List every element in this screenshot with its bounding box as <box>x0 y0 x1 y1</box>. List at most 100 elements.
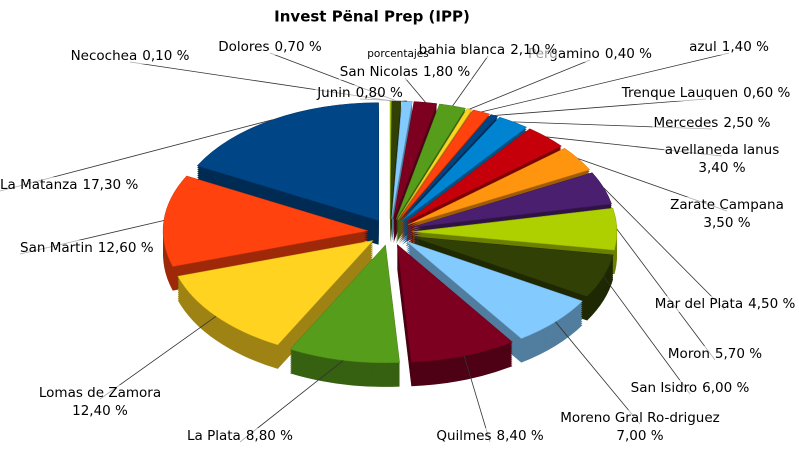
data-label: Trenque Lauquen 0,60 % <box>621 85 791 101</box>
label-name: Quilmes <box>436 428 491 444</box>
slice <box>410 172 612 228</box>
chart-title: Invest Pënal Prep (IPP) <box>274 8 470 26</box>
label-bg <box>653 296 797 312</box>
label-value: 3,40 % <box>698 160 745 176</box>
data-label: bahia blanca 2,10 % <box>419 42 558 58</box>
label-value: 0,10 % <box>142 48 189 64</box>
slice <box>397 108 473 220</box>
leader-line <box>481 52 730 113</box>
leader-line <box>616 228 716 361</box>
label-name: azul <box>689 39 717 55</box>
label-name: Lomas de Zamora <box>39 385 161 401</box>
leader-line <box>469 59 591 110</box>
label-value: 3,50 % <box>703 215 750 231</box>
label-bg <box>619 85 792 101</box>
data-label: La Plata 8,80 % <box>187 428 293 444</box>
label-bg <box>315 85 404 101</box>
label-bg <box>185 428 295 444</box>
label-name: San Nicolas <box>340 64 418 80</box>
data-label: Zarate Campana 3,50 % <box>670 197 784 231</box>
label-name: Moreno Gral Ro-driguez <box>560 410 719 426</box>
slice <box>405 240 583 339</box>
slice <box>410 236 614 297</box>
slice <box>393 101 438 220</box>
label-value: 1,40 % <box>722 39 769 55</box>
label-name: La Plata <box>187 428 241 444</box>
label-bg <box>666 346 764 362</box>
slice-side <box>391 102 413 221</box>
label-bg <box>338 64 472 80</box>
label-value: 17,30 % <box>83 177 139 193</box>
label-value: 2,50 % <box>723 115 770 131</box>
data-label: San Martin 12,60 % <box>20 240 154 256</box>
data-label: Moron 5,70 % <box>668 346 762 362</box>
label-value: 0,70 % <box>275 39 322 55</box>
label-name: Mar del Plata <box>655 296 743 312</box>
label-name: avellaneda lanus <box>665 142 780 158</box>
leader-line <box>603 276 691 395</box>
label-value: 0,60 % <box>743 85 790 101</box>
leader-line <box>463 355 491 443</box>
label-bg <box>69 48 191 64</box>
leader-line <box>452 55 489 107</box>
label-name: Moron <box>668 346 710 362</box>
series-name: porcentajes <box>367 48 428 60</box>
label-name: Mercedes <box>653 115 718 131</box>
slice <box>401 116 528 222</box>
data-label: Dolores 0,70 % <box>218 39 322 55</box>
leader-line <box>555 321 641 425</box>
label-value: 0,80 % <box>356 85 403 101</box>
label-value: 8,40 % <box>497 428 544 444</box>
label-name: Dolores <box>218 39 269 55</box>
data-label: Mercedes 2,50 % <box>653 115 770 131</box>
slice <box>405 128 562 223</box>
label-value: 8,80 % <box>246 428 293 444</box>
label-name: La Matanza <box>0 177 78 193</box>
data-label: Mar del Plata 4,50 % <box>655 296 796 312</box>
slice <box>196 102 379 222</box>
label-bg <box>417 42 559 58</box>
slice-side <box>393 107 437 225</box>
slice-side <box>393 105 437 223</box>
data-label: avellaneda lanus 3,40 % <box>665 142 780 176</box>
slice-side <box>391 104 413 223</box>
label-bg <box>0 177 140 193</box>
leader-line <box>494 98 707 116</box>
label-bg <box>435 428 545 444</box>
data-label: Necochea 0,10 % <box>71 48 190 64</box>
label-value: 0,40 % <box>605 46 652 62</box>
data-label: Quilmes 8,40 % <box>436 428 544 444</box>
slice <box>396 243 513 363</box>
slice-side <box>391 106 413 225</box>
label-name: Junin <box>316 85 350 101</box>
slice <box>411 207 618 251</box>
pie <box>162 100 618 387</box>
label-bg <box>669 197 785 231</box>
leader-line <box>603 187 726 311</box>
label-value: 7,00 % <box>616 428 663 444</box>
label-bg <box>652 115 772 131</box>
slice-side <box>391 108 413 227</box>
data-label: San Isidro 6,00 % <box>631 380 750 396</box>
label-value: 5,70 % <box>715 346 762 362</box>
label-name: Trenque Lauquen <box>621 85 738 101</box>
label-bg <box>688 39 771 55</box>
label-name: bahia blanca <box>419 42 506 58</box>
data-label: azul 1,40 % <box>689 39 769 55</box>
label-bg <box>37 385 163 419</box>
leader-line <box>404 77 426 103</box>
data-label: Lomas de Zamora 12,40 % <box>39 385 161 419</box>
label-name: San Isidro <box>631 380 698 396</box>
label-name: Zarate Campana <box>670 197 784 213</box>
label-bg <box>559 410 721 444</box>
label-value: 1,80 % <box>423 64 470 80</box>
labels: La Matanza 17,30 % San Martin 12,60 % Lomas … <box>0 39 797 444</box>
data-label: La Matanza 17,30 % <box>0 177 138 193</box>
label-value: 12,60 % <box>98 240 154 256</box>
slice <box>408 147 591 225</box>
data-label: Moreno Gral Ro-driguez 7,00 % <box>560 410 719 444</box>
label-value: 4,50 % <box>748 296 795 312</box>
label-value: 6,00 % <box>702 380 749 396</box>
label-bg <box>19 240 155 256</box>
